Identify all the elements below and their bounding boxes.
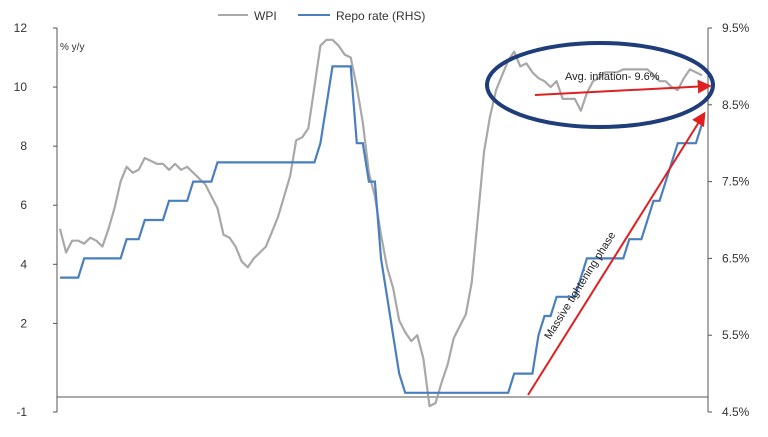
y-tick-label: 8 [20, 139, 27, 153]
y2-tick-label: 6.5% [722, 251, 750, 265]
legend-wpi-label: WPI [254, 9, 277, 23]
y2-tick-label: 9.5% [722, 21, 750, 35]
tightening-arrow [527, 111, 706, 396]
y2-tick-label: 4.5% [722, 405, 750, 419]
y-tick-label: 10 [14, 80, 28, 94]
legend: WPI Repo rate (RHS) [218, 9, 425, 23]
y-tick-label: 4 [20, 257, 27, 271]
y2-tick-label: 7.5% [722, 175, 750, 189]
avg-inflation-arrow [534, 79, 712, 96]
y-axis-label: % y/y [60, 42, 84, 53]
y-axis-ticks: -1 2 4 6 8 10 12 [14, 21, 57, 419]
series-line-wpi [58, 38, 703, 408]
series-line-repo-rate [60, 65, 704, 394]
ellipse-annotation-label: Avg. inflation- 9.6% [565, 71, 660, 83]
y-tick-label: 2 [20, 316, 27, 330]
y-tick-label: -1 [16, 405, 27, 419]
y-tick-label: 12 [14, 21, 28, 35]
y2-axis-ticks: 4.5% 5.5% 6.5% 7.5% 8.5% 9.5% [708, 21, 750, 419]
y-tick-label: 6 [20, 198, 27, 212]
y2-tick-label: 5.5% [722, 328, 750, 342]
y2-tick-label: 8.5% [722, 98, 750, 112]
inflation-highlight-ellipse [485, 41, 715, 129]
tightening-annotation-label: Massive tightening phase [542, 230, 618, 342]
legend-repo-label: Repo rate (RHS) [336, 9, 425, 23]
